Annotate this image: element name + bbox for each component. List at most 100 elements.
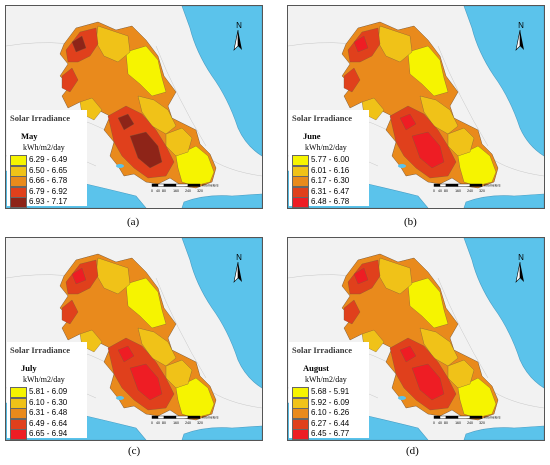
legend-entry: 6.49 - 6.64: [10, 418, 88, 430]
legend-title: Solar Irradiance: [10, 113, 71, 123]
map-legend: Solar Irradiance May kWh/m2/day 6.29 - 6.49…: [7, 110, 88, 208]
legend-swatch: [10, 418, 27, 430]
irradiance-zone: [175, 145, 215, 187]
map-panel: N 0 40 80 160 240 320 Kilometers Solar Irradianc…: [5, 5, 263, 209]
map-panel: N 0 40 80 160 240 320 Kilometers Solar Irradianc…: [287, 237, 545, 441]
irradiance-zone: [71, 35, 87, 53]
irradiance-zone: [129, 363, 163, 401]
panel-caption: (b): [404, 216, 417, 228]
irradiance-zone: [353, 35, 369, 53]
legend-swatch: [10, 165, 27, 177]
scale-bar-tick: 320: [197, 421, 203, 425]
legend-swatch: [292, 165, 309, 177]
legend-range: 6.48 - 6.78: [311, 197, 350, 206]
sea-northeast: [181, 6, 262, 157]
lake: [398, 164, 406, 168]
north-arrow-label: N: [236, 21, 242, 30]
lake: [116, 164, 124, 168]
scale-bar-tick: 160: [455, 189, 461, 193]
legend-swatch: [10, 429, 27, 440]
scale-bar-tick: 160: [173, 421, 179, 425]
lake: [398, 396, 406, 400]
legend-month: June: [303, 131, 321, 141]
map-panel: N 0 40 80 160 240 320 Kilometers Solar Irradianc…: [287, 5, 545, 209]
legend-entry: 5.68 - 5.91: [292, 387, 370, 398]
scale-bar-unit: Kilometers: [202, 416, 219, 420]
legend-range: 6.45 - 6.77: [311, 429, 350, 438]
lake: [116, 396, 124, 400]
legend-entry: 6.17 - 6.30: [292, 176, 370, 187]
north-arrow-label: N: [518, 21, 524, 30]
legend-range: 6.79 - 6.92: [29, 186, 68, 196]
legend-range: 5.92 - 6.09: [311, 397, 350, 407]
legend-range: 5.68 - 5.91: [311, 387, 350, 396]
irradiance-zone: [353, 267, 369, 285]
legend-swatch: [292, 186, 309, 198]
legend-swatch: [292, 418, 309, 430]
legend-swatch: [292, 429, 309, 440]
legend-entry: 6.10 - 6.26: [292, 408, 370, 419]
legend-range: 6.01 - 6.16: [311, 165, 350, 175]
irradiance-zone: [343, 299, 361, 325]
legend-month: May: [21, 131, 38, 141]
legend-entry: 6.48 - 6.78: [292, 197, 370, 208]
legend-swatch: [292, 197, 309, 208]
legend-entry: 6.01 - 6.16: [292, 165, 370, 177]
irradiance-zone: [61, 67, 79, 93]
irradiance-zone: [117, 345, 135, 363]
legend-unit: kWh/m2/day: [305, 375, 347, 384]
irradiance-zone: [129, 131, 163, 169]
irradiance-zone: [125, 45, 167, 97]
legend-range: 6.93 - 7.17: [29, 197, 68, 206]
legend-title: Solar Irradiance: [292, 113, 353, 123]
map-legend: Solar Irradiance August kWh/m2/day 5.68 - 5…: [289, 342, 370, 440]
legend-entry: 6.93 - 7.17: [10, 197, 88, 208]
scale-bar-tick: 0: [433, 421, 435, 425]
scale-bar-tick: 0: [151, 189, 153, 193]
legend-entry: 6.45 - 6.77: [292, 429, 370, 440]
legend-range: 6.10 - 6.26: [311, 408, 350, 417]
legend-month: July: [21, 363, 37, 373]
legend-entry: 6.29 - 6.49: [10, 155, 88, 166]
legend-entry: 6.79 - 6.92: [10, 186, 88, 198]
legend-range: 6.29 - 6.49: [29, 155, 68, 164]
north-arrow-label: N: [236, 253, 242, 262]
sea-southeast: [463, 193, 544, 208]
legend-range: 6.10 - 6.30: [29, 397, 68, 407]
irradiance-zone: [407, 277, 449, 329]
scale-bar-tick: 240: [467, 421, 473, 425]
scale-bar-tick: 320: [197, 189, 203, 193]
irradiance-zone: [125, 277, 167, 329]
north-arrow-icon: N: [515, 21, 524, 51]
scale-bar-tick: 240: [185, 189, 191, 193]
scale-bar-tick: 0: [151, 421, 153, 425]
scale-bar-unit: Kilometers: [484, 184, 501, 188]
legend-entry: 6.10 - 6.30: [10, 397, 88, 409]
legend-entry: 5.77 - 6.00: [292, 155, 370, 166]
irradiance-zone: [411, 363, 445, 401]
legend-swatch: [10, 176, 27, 187]
legend-swatch: [292, 155, 309, 166]
legend-range: 6.31 - 6.47: [311, 186, 350, 196]
legend-swatch: [292, 387, 309, 398]
scale-bar-unit: Kilometers: [484, 416, 501, 420]
legend-title: Solar Irradiance: [292, 345, 353, 355]
sea-southeast: [181, 425, 262, 440]
legend-entry: 6.50 - 6.65: [10, 165, 88, 177]
irradiance-zone: [457, 145, 497, 187]
scale-bar-tick: 80: [444, 189, 448, 193]
legend-swatch: [10, 186, 27, 198]
legend-range: 6.50 - 6.65: [29, 165, 68, 175]
legend-unit: kWh/m2/day: [23, 143, 65, 152]
scale-bar-tick: 40: [438, 189, 442, 193]
legend-entry: 6.31 - 6.48: [10, 408, 88, 419]
scale-bar-tick: 80: [162, 189, 166, 193]
scale-bar-tick: 80: [162, 421, 166, 425]
sea-northeast: [463, 238, 544, 389]
sea-northeast: [463, 6, 544, 157]
scale-bar-tick: 80: [444, 421, 448, 425]
legend-swatch: [292, 408, 309, 419]
